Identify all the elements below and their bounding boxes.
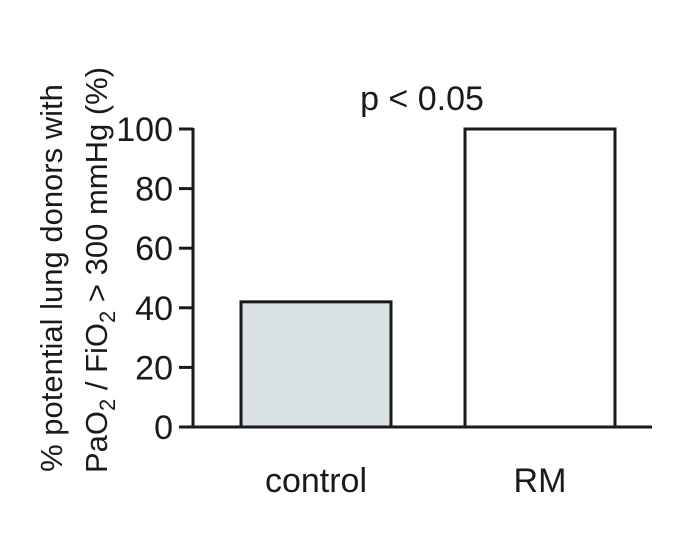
y-tick-label-40: 40 xyxy=(135,290,173,328)
y-axis-label: % potential lung donors with xyxy=(34,84,69,472)
y-tick-label-60: 60 xyxy=(135,230,173,268)
bar-rm xyxy=(463,127,617,429)
y-tick-label-20: 20 xyxy=(135,349,173,387)
p-value-annotation: p < 0.05 xyxy=(360,80,484,118)
bar-control xyxy=(239,300,393,429)
y-tick-label-80: 80 xyxy=(135,171,173,209)
y-axis-label-line1: % potential lung donors with xyxy=(34,84,69,472)
x-category-label-rm: RM xyxy=(514,462,567,500)
x-axis: control RM xyxy=(192,425,652,500)
y-axis-label-line2: PaO2 / FiO2 > 300 mmHg (%) xyxy=(79,67,120,473)
bars xyxy=(239,127,617,429)
y-tick-label-0: 0 xyxy=(154,409,173,447)
x-category-label-control: control xyxy=(265,462,367,500)
y-axis: 0 20 40 60 80 100 xyxy=(116,111,195,447)
y-tick-label-100: 100 xyxy=(116,111,173,149)
